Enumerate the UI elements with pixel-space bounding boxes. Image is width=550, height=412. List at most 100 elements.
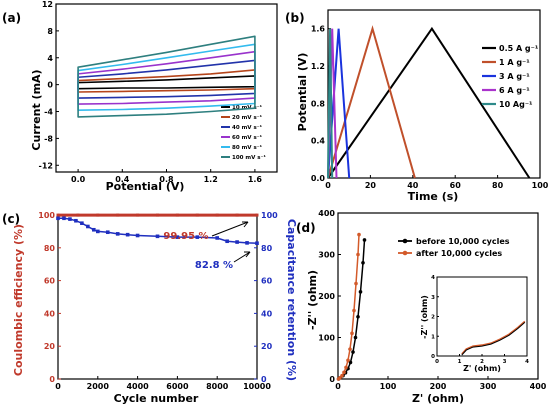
panel-b-ytick-label: 1.2 <box>311 62 325 71</box>
panel-c-xtick-label: 10000 <box>243 382 271 391</box>
panel-a-xtick-label: 0.8 <box>159 175 174 184</box>
panel-a-ylabel: Current (mA) <box>30 69 43 150</box>
panel-c-point-coulombic <box>255 213 259 217</box>
panel-b-xtick-label: 20 <box>365 181 377 190</box>
panel-d-series-1 <box>338 234 360 380</box>
panel-c-arrow-retention <box>233 251 251 263</box>
panel-b-ytick-label: 0.4 <box>311 137 326 146</box>
panel-d-point-1 <box>350 331 354 336</box>
panel-c-point-retention <box>175 235 180 239</box>
panel-a-ytick-label: -8 <box>44 134 53 143</box>
panel-d-xtick-label: 400 <box>530 382 547 391</box>
panel-c-point-coulombic <box>195 213 199 217</box>
panel-c-point-retention <box>92 227 96 232</box>
panel-c-arrowhead-retention <box>244 251 251 258</box>
panel-d-ytick-label: 200 <box>318 292 335 301</box>
panel-d-inset-ytick-label: 3 <box>431 295 435 301</box>
panel-d-point-1 <box>340 373 344 378</box>
panel-d-series-0 <box>338 239 366 380</box>
panel-c-annotation-retention: 82.8 % <box>195 260 233 271</box>
panel-c-point-retention <box>195 235 200 239</box>
panel-c-xtick-label: 4000 <box>126 382 149 391</box>
panel-b-legend-label: 3 A g⁻¹ <box>499 72 530 81</box>
panel-a-ytick-label: 4 <box>47 54 53 63</box>
panel-c-left-ytick-label: 20 <box>44 342 56 351</box>
panel-b-xtick-label: 100 <box>532 181 549 190</box>
panel-b-series-1 <box>327 25 416 179</box>
panel-d-inset-frame <box>436 276 528 357</box>
panel-d-point-0 <box>358 290 363 294</box>
panel-d-point-1 <box>342 370 346 375</box>
panel-d-inset-xtick-label: 1 <box>458 359 462 365</box>
panel-d-xlabel: Z' (ohm) <box>412 392 464 405</box>
panel-c-annotation-coulombic: 99.95 % <box>163 231 208 242</box>
panel-d-inset-xtick-label: 4 <box>525 359 529 365</box>
panel-b-ytick-label: 0.8 <box>311 99 326 108</box>
panel-a-legend-label: 10 mV s⁻¹ <box>232 104 263 111</box>
panel-d-xtick-label: 100 <box>380 382 397 391</box>
panel-a-xtick-label: 1.2 <box>204 175 218 184</box>
panel-d-inset-ytick-label: 4 <box>431 275 435 281</box>
panel-a-series-5 <box>77 35 256 118</box>
panel-b-xtick-label: 80 <box>492 181 504 190</box>
panel-b: (b) Potential (V) Time (s) 0 20 40 60 80 100 0… <box>285 9 549 203</box>
panel-c-point-coulombic <box>215 213 219 217</box>
panel-c-point-retention <box>86 224 90 229</box>
panel-d-point-1 <box>357 232 361 237</box>
panel-d-point-0 <box>351 350 355 354</box>
panel-c-point-retention <box>62 216 66 221</box>
panel-a-ytick-label: 8 <box>47 27 53 36</box>
panel-d-legend-label: before 10,000 cycles <box>416 237 510 246</box>
panel-c-right-ytick-label: 60 <box>261 277 273 286</box>
panel-b-ytick-label: 0.0 <box>311 174 326 183</box>
panel-d-legend-label: after 10,000 cycles <box>416 249 502 258</box>
panel-d-xtick-label: 200 <box>430 382 447 391</box>
panel-a-legend-label: 80 mV s⁻¹ <box>232 144 263 151</box>
panel-c-point-retention <box>105 230 110 235</box>
panel-d-point-1 <box>356 252 360 257</box>
panel-c-point-coulombic <box>56 213 60 217</box>
panel-c-point-coulombic <box>235 213 239 217</box>
panel-d-point-1 <box>352 308 356 313</box>
panel-d-inset-xlabel: Z' (ohm) <box>463 364 501 373</box>
panel-d-point-0 <box>353 335 358 340</box>
panel-d-inset-series-after <box>461 320 526 355</box>
panel-d-point-0 <box>361 261 365 265</box>
panel-d-xtick-label: 300 <box>480 382 497 391</box>
panel-d-inset-ytick-label: 0 <box>431 354 435 360</box>
panel-d-point-0 <box>348 360 353 365</box>
panel-d-ytick-label: 300 <box>318 251 335 260</box>
panel-a-xtick-label: 0.4 <box>115 175 130 184</box>
panel-d-xtick-label: 0 <box>335 382 341 391</box>
panel-d-ytick-label: 400 <box>318 209 335 218</box>
panel-a-ytick-label: -12 <box>39 161 53 170</box>
panel-c: (c) Coulombic efficiency (%) Capacitance… <box>2 211 298 405</box>
panel-c-arrow-coulombic <box>211 221 249 237</box>
panel-c-point-retention <box>115 232 120 236</box>
panel-c-point-coulombic <box>175 213 179 217</box>
panel-d-point-1 <box>348 347 352 351</box>
panel-c-right-ytick-label: 100 <box>261 211 278 220</box>
panel-c-left-ytick-label: 100 <box>38 211 55 220</box>
panel-d-ytick-label: 100 <box>318 334 335 343</box>
panel-c-point-retention <box>155 234 160 239</box>
panel-b-xlabel: Time (s) <box>408 190 459 203</box>
panel-d-ytick-label: 0 <box>329 375 335 384</box>
panel-b-series-4 <box>327 28 334 179</box>
panel-d-inset-xtick-label: 3 <box>503 359 507 365</box>
panel-b-legend-label: 0.5 A g⁻¹ <box>499 44 539 53</box>
panel-d-point-1 <box>354 281 358 286</box>
panel-b-frame <box>327 9 541 179</box>
panel-c-point-coulombic <box>96 213 100 217</box>
panel-d-label: (d) <box>296 221 316 235</box>
panel-c-right-ytick-label: 40 <box>261 309 273 318</box>
panel-c-left-ytick-label: 60 <box>44 277 56 286</box>
panel-d-inset-series-before <box>461 322 526 356</box>
panel-c-point-coulombic <box>116 213 120 217</box>
panel-c-point-coulombic <box>76 213 80 217</box>
panel-a-legend-label: 60 mV s⁻¹ <box>232 134 263 141</box>
panel-a-legend-label: 20 mV s⁻¹ <box>232 114 263 121</box>
panel-a-legend-label: 100 mV s⁻¹ <box>232 154 266 161</box>
panel-c-point-retention <box>215 236 219 240</box>
